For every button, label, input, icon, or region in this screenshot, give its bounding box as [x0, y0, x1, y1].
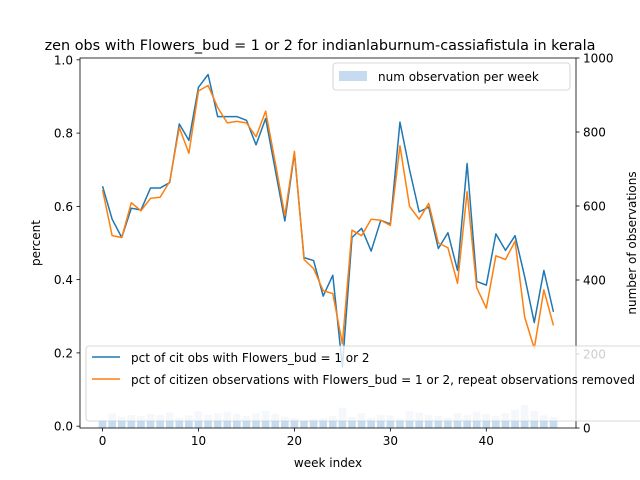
y-tick-label: 0.4: [54, 273, 73, 287]
bar: [156, 415, 164, 428]
legend-swatch-bars: [339, 71, 367, 81]
legend-label-line-2: pct of citizen observations with Flowers…: [131, 373, 635, 387]
bar: [549, 416, 558, 428]
line-layer: [101, 73, 555, 368]
legend-box: [85, 345, 640, 422]
bar: [319, 418, 328, 428]
bar: [300, 420, 308, 428]
bar: [309, 419, 318, 428]
bar: [98, 419, 107, 428]
y-tick-label: 0.0: [54, 420, 73, 434]
x-tick-label: 10: [191, 434, 206, 448]
x-tick-label: 0: [99, 434, 107, 448]
series-line-1: [101, 73, 555, 368]
y-tick-label: 0.2: [54, 346, 73, 360]
x-axis: 0 10 20 30 40: [99, 428, 494, 448]
y2-axis-label: number of observations: [625, 171, 639, 314]
x-tick-label: 30: [383, 434, 398, 448]
bar: [175, 417, 184, 428]
legend-label-line-1: pct of cit obs with Flowers_bud = 1 or 2: [131, 351, 370, 365]
bar: [290, 418, 299, 428]
bar: [434, 416, 443, 428]
series-line-2: [101, 84, 555, 350]
y-tick-label: 0.6: [54, 200, 73, 214]
x-tick-label: 40: [479, 434, 494, 448]
bar: [137, 416, 145, 428]
bar: [367, 417, 376, 428]
bar: [328, 416, 337, 428]
y-axis-label: percent: [29, 220, 43, 266]
bar: [185, 415, 193, 428]
bar: [540, 415, 548, 428]
legend-lines: pct of cit obs with Flowers_bud = 1 or 2…: [85, 345, 640, 422]
bar: [127, 415, 136, 428]
bar: [492, 416, 500, 428]
legend-box: [332, 62, 571, 91]
y2-tick-label: 800: [583, 126, 606, 140]
bar: [242, 416, 251, 428]
y2-tick-label: 400: [583, 274, 606, 288]
bar: [280, 416, 289, 428]
bar: [348, 416, 356, 428]
chart-title: zen obs with Flowers_bud = 1 or 2 for in…: [45, 38, 596, 54]
bar: [117, 416, 126, 428]
y-axis-left: 0.0 0.2 0.4 0.6 0.8 1.0: [54, 53, 80, 434]
x-axis-label: week index: [294, 456, 362, 470]
bar: [396, 418, 404, 428]
y2-tick-label: 0: [583, 422, 591, 436]
legend-bars: num observation per week: [332, 62, 571, 91]
y2-tick-label: 600: [583, 200, 606, 214]
y2-tick-label: 1000: [583, 52, 614, 66]
plot-frame: [79, 57, 577, 429]
y-tick-label: 1.0: [54, 53, 73, 67]
y-tick-label: 0.8: [54, 127, 73, 141]
x-tick-label: 20: [287, 434, 302, 448]
legend-label-bars: num observation per week: [378, 70, 539, 84]
bar: [386, 415, 395, 428]
bar: [444, 417, 452, 428]
